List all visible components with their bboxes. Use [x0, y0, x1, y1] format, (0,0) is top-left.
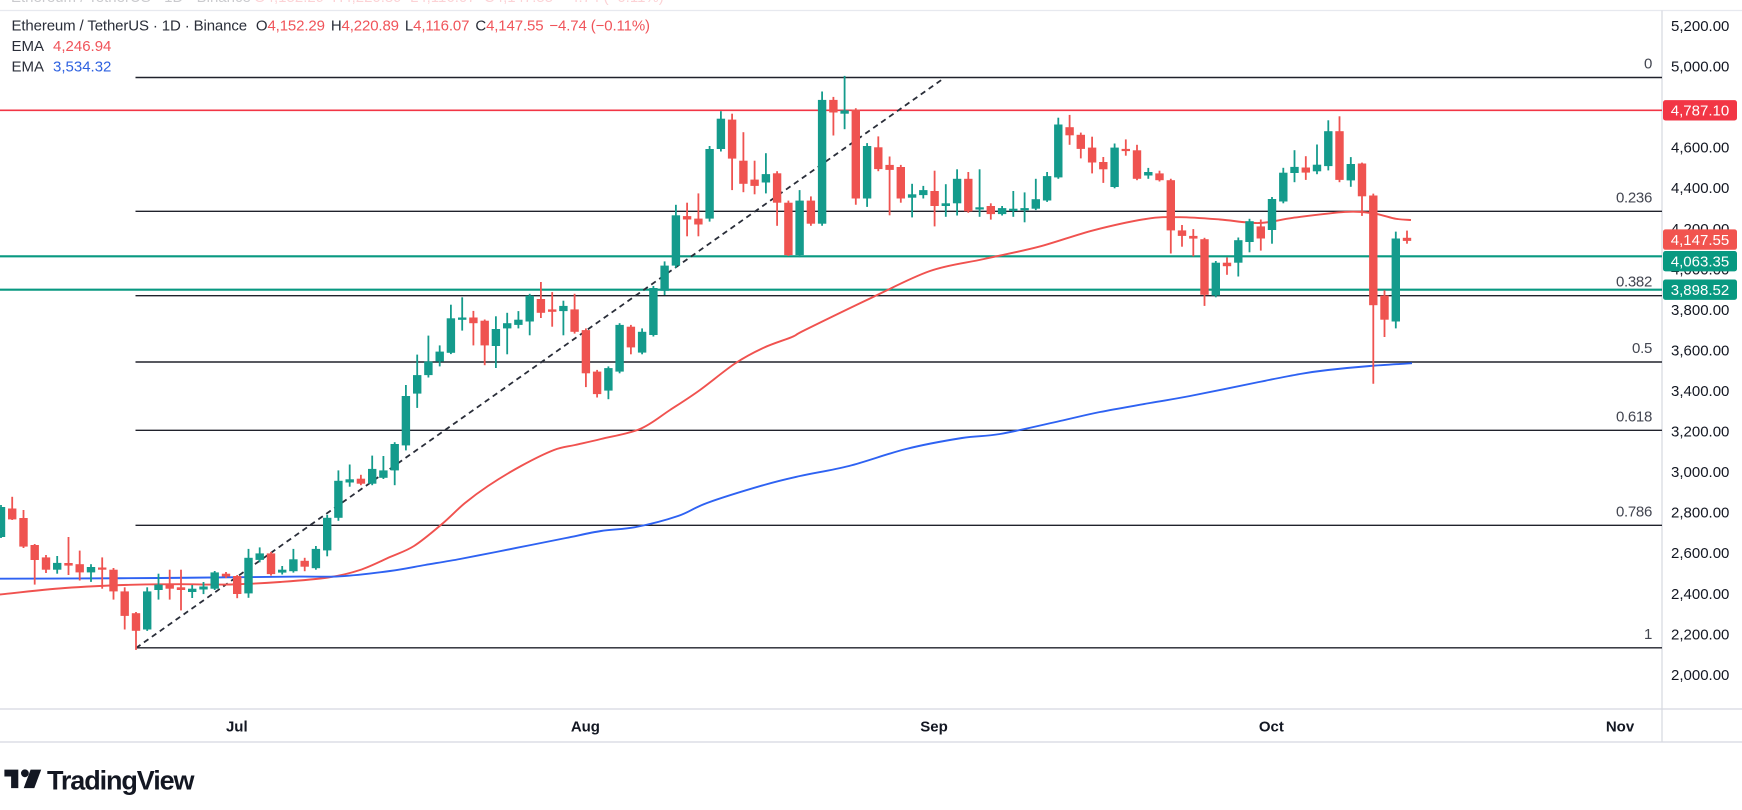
svg-text:3,400.00: 3,400.00 — [1671, 383, 1729, 400]
svg-text:4,063.35: 4,063.35 — [1671, 253, 1729, 270]
svg-text:Nov: Nov — [1606, 719, 1635, 736]
svg-text:4,787.10: 4,787.10 — [1671, 103, 1729, 120]
svg-text:3,200.00: 3,200.00 — [1671, 424, 1729, 441]
svg-text:5,000.00: 5,000.00 — [1671, 59, 1729, 76]
svg-text:2,200.00: 2,200.00 — [1671, 626, 1729, 643]
svg-text:0.618: 0.618 — [1616, 408, 1652, 425]
svg-text:0.236: 0.236 — [1616, 189, 1652, 206]
svg-text:Oct: Oct — [1259, 719, 1284, 736]
svg-text:2,800.00: 2,800.00 — [1671, 505, 1729, 522]
svg-text:Ethereum / TetherUS · 1D · Bin: Ethereum / TetherUS · 1D · Binance O4,152… — [12, 17, 651, 34]
svg-text:Sep: Sep — [920, 719, 948, 736]
svg-text:Ethereum / TetherUS · 1D · Bin: Ethereum / TetherUS · 1D · Binance — [11, 0, 251, 6]
svg-text:5,200.00: 5,200.00 — [1671, 18, 1729, 35]
svg-text:3,600.00: 3,600.00 — [1671, 342, 1729, 359]
svg-text:1: 1 — [1644, 626, 1652, 643]
svg-text:2,000.00: 2,000.00 — [1671, 667, 1729, 684]
svg-text:2,400.00: 2,400.00 — [1671, 586, 1729, 603]
svg-text:0.786: 0.786 — [1616, 503, 1652, 520]
svg-text:3,898.52: 3,898.52 — [1671, 282, 1729, 299]
svg-text:TradingView: TradingView — [47, 765, 196, 795]
svg-text:2,600.00: 2,600.00 — [1671, 545, 1729, 562]
svg-text:4,147.55: 4,147.55 — [1671, 232, 1729, 249]
svg-text:3,000.00: 3,000.00 — [1671, 464, 1729, 481]
svg-text:Aug: Aug — [571, 719, 600, 736]
svg-text:4,600.00: 4,600.00 — [1671, 140, 1729, 157]
svg-text:Jul: Jul — [226, 719, 248, 736]
svg-text:0: 0 — [1644, 56, 1652, 73]
svg-text:0.5: 0.5 — [1632, 340, 1652, 357]
svg-text:3,800.00: 3,800.00 — [1671, 302, 1729, 319]
svg-text:O4,152.29 H4,220.89 L4,116.0: O4,152.29 H4,220.89 L4,116.07 C4,147.55 … — [254, 0, 664, 6]
svg-text:4,400.00: 4,400.00 — [1671, 180, 1729, 197]
svg-text:0.382: 0.382 — [1616, 274, 1652, 291]
